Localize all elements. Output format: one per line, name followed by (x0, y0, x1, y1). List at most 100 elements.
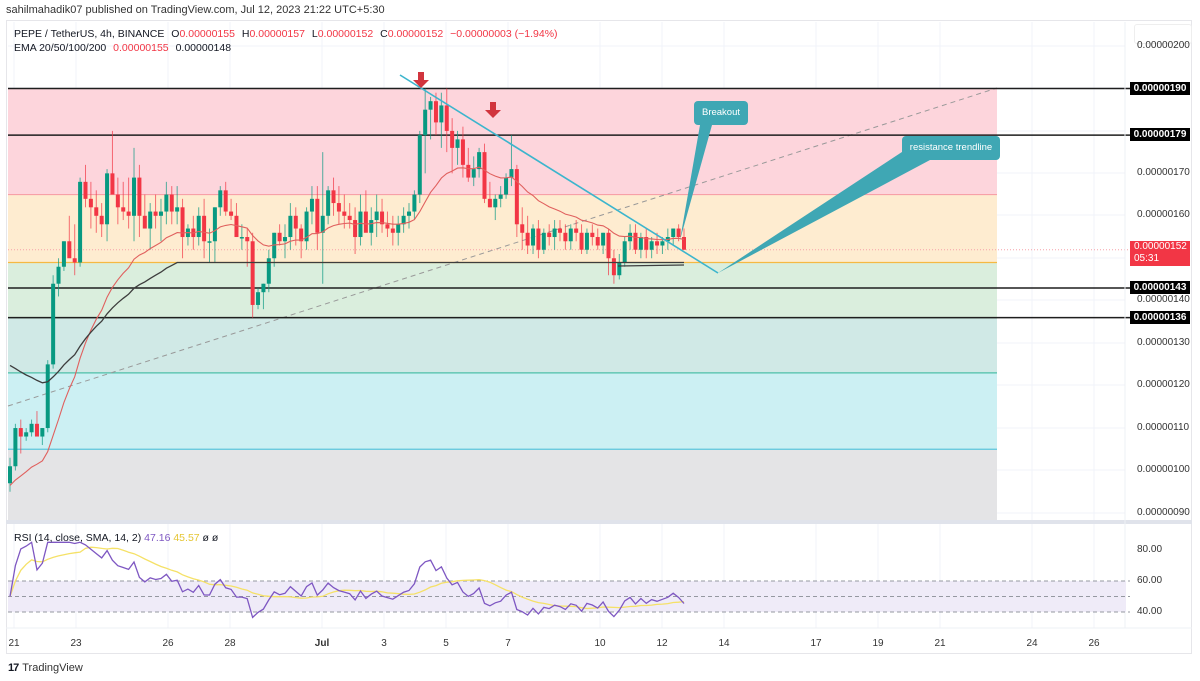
candle-body (212, 207, 217, 242)
candle-body (266, 258, 271, 284)
tradingview-wordmark: TradingView (22, 662, 83, 674)
ema-indicator-label[interactable]: EMA 20/50/100/200 (14, 42, 107, 54)
candle-body (304, 211, 309, 242)
time-axis-label: 7 (505, 638, 511, 649)
candle-body (423, 109, 428, 136)
rsi-sma-line (9, 546, 685, 610)
fib-zone (8, 317, 997, 373)
candle-body (541, 232, 546, 250)
candle-body (207, 241, 212, 243)
fib-zone (8, 449, 997, 522)
candle-body (83, 181, 88, 199)
fib-zone (8, 194, 997, 263)
candle-body (390, 228, 395, 233)
rsi-title[interactable]: RSI (14, close, SMA, 14, 2) (14, 532, 142, 544)
candle-body (444, 105, 449, 131)
time-axis-label: 26 (162, 638, 174, 649)
candle-body (660, 241, 665, 246)
candle-body (56, 266, 61, 284)
down-arrow-icon (490, 102, 496, 110)
candle-body (336, 203, 341, 212)
rsi-axis-label: 80.00 (1137, 544, 1163, 555)
candle-body (676, 228, 681, 238)
candle-body (196, 215, 201, 238)
symbol-label[interactable]: PEPE / TetherUS, 4h, BINANCE (14, 28, 165, 40)
candle-body (514, 169, 519, 225)
ema-value-1: 0.00000155 (113, 42, 169, 54)
candle-body (256, 292, 261, 305)
candle-body (239, 237, 244, 239)
candle-body (380, 211, 385, 225)
time-axis-label: 10 (594, 638, 606, 649)
candle-body (282, 237, 287, 242)
candle-body (617, 262, 622, 276)
candle-body (347, 215, 352, 221)
candle-body (115, 194, 120, 208)
candle-body (8, 466, 12, 484)
candle-body (353, 220, 358, 238)
candle-body (504, 177, 509, 195)
resistance-trendline-callout[interactable]: resistance trendline (902, 136, 1000, 160)
rsi-axis-label: 40.00 (1137, 606, 1163, 617)
fib-ray-dashed-line (7, 87, 998, 407)
candle-body (293, 215, 298, 229)
candle-body (477, 152, 482, 170)
candle-body (568, 228, 573, 242)
candle-body (433, 101, 438, 123)
resistance-callout-pointer (718, 150, 930, 273)
candle-body (110, 173, 115, 195)
candle-body (61, 241, 66, 267)
rsi-extra-1: ø (202, 532, 209, 544)
candle-body (649, 241, 654, 250)
candle-body (374, 211, 379, 221)
candle-body (466, 164, 471, 178)
candle-body (628, 232, 633, 242)
time-axis-label: 23 (70, 638, 82, 649)
candle-body (471, 169, 476, 178)
candle-body (272, 232, 277, 259)
ohlc-high: H0.00000157 (241, 28, 305, 40)
tradingview-branding: 17 TradingView (8, 662, 83, 674)
fib-zone (8, 88, 997, 195)
time-axis-label: 24 (1026, 638, 1038, 649)
candle-body (105, 173, 110, 225)
candle-body (13, 428, 18, 467)
chart-frame (6, 20, 1192, 654)
time-axis-label: 17 (810, 638, 822, 649)
rsi-value: 47.16 (144, 532, 171, 544)
candle-body (142, 215, 147, 229)
horizontal-level-price-tag: 0.00000190 (1130, 82, 1190, 95)
candle-body (180, 207, 185, 238)
fib-zone (8, 262, 997, 318)
candle-body (126, 211, 131, 216)
candle-body (520, 224, 525, 233)
price-axis-label: 0.00000140 (1137, 294, 1190, 305)
time-axis-label: 19 (872, 638, 884, 649)
last-price-tag: 0.00000152 05:31 (1130, 241, 1190, 266)
chart-settings-button[interactable] (1134, 24, 1192, 44)
candle-body (309, 198, 314, 212)
candle-body (72, 258, 77, 263)
candle-body (531, 228, 536, 246)
time-axis-label: 14 (718, 638, 730, 649)
breakout-callout[interactable]: Breakout (694, 101, 748, 125)
candle-body (137, 177, 142, 216)
candle-body (24, 432, 29, 437)
horizontal-level-price-tag: 0.00000136 (1130, 311, 1190, 324)
candle-body (326, 190, 331, 216)
ohlc-low: L0.00000152 (311, 28, 374, 40)
candle-body (557, 228, 562, 233)
price-axis-label: 0.00000110 (1137, 422, 1190, 433)
tradingview-logo-icon: 17 (8, 662, 19, 674)
candle-body (148, 211, 153, 229)
candle-body (234, 215, 239, 238)
candle-body (245, 237, 250, 242)
candle-body (590, 232, 595, 238)
price-axis-label: 0.00000130 (1137, 337, 1190, 348)
rsi-legend: RSI (14, close, SMA, 14, 2) 47.16 45.57 … (14, 532, 218, 544)
candle-body (385, 224, 390, 229)
candle-body (574, 228, 579, 233)
candle-body (202, 215, 207, 242)
candle-body (331, 190, 336, 204)
